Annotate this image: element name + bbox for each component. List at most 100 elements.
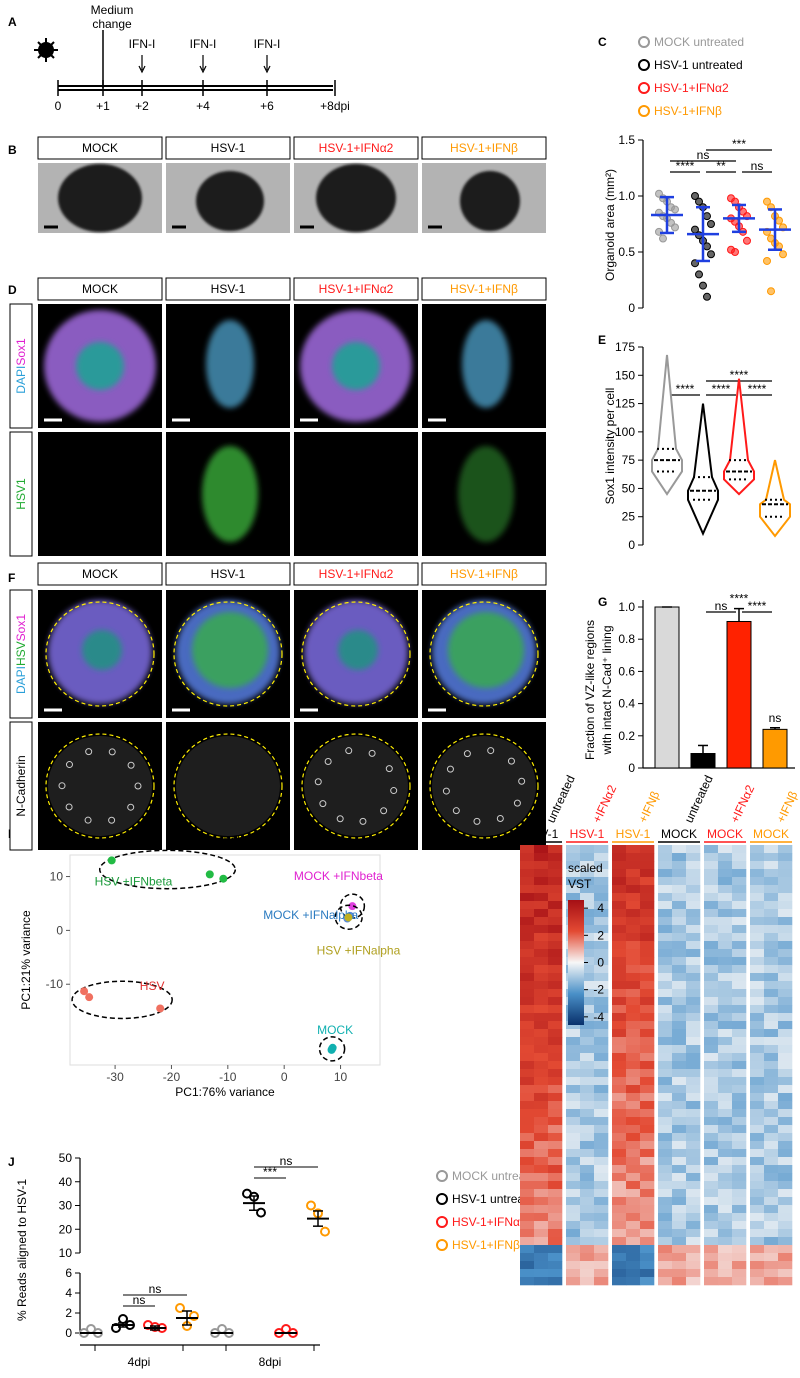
heatmap-cell bbox=[594, 845, 609, 854]
heatmap-cell bbox=[534, 1085, 549, 1094]
heatmap-cell bbox=[764, 901, 779, 910]
heatmap-cell bbox=[686, 869, 701, 878]
heatmap-cell bbox=[534, 1053, 549, 1062]
heatmap-cell bbox=[718, 1277, 733, 1286]
heatmap-cell bbox=[704, 941, 719, 950]
column-condition: +IFNβ bbox=[774, 789, 800, 825]
heatmap-cell bbox=[764, 1069, 779, 1078]
heatmap-cell bbox=[672, 1125, 687, 1134]
heatmap-cell bbox=[566, 1181, 581, 1190]
heatmap-cell bbox=[594, 877, 609, 886]
heatmap-cell bbox=[718, 925, 733, 934]
timeline-day: +4 bbox=[196, 99, 210, 113]
heatmap-cell bbox=[640, 1133, 655, 1142]
heatmap-cell bbox=[594, 1229, 609, 1238]
heatmap-cell bbox=[566, 1021, 581, 1030]
heatmap-cell bbox=[548, 861, 563, 870]
heatmap-cell bbox=[732, 1165, 747, 1174]
heatmap-cell bbox=[640, 1197, 655, 1206]
heatmap-cell bbox=[764, 1205, 779, 1214]
heatmap-cell bbox=[594, 853, 609, 862]
heatmap-cell bbox=[778, 1125, 793, 1134]
heatmap-cell bbox=[672, 1269, 687, 1278]
heatmap-cell bbox=[672, 1221, 687, 1230]
heatmap-cell bbox=[548, 1165, 563, 1174]
heatmap-cell bbox=[718, 1061, 733, 1070]
heatmap-cell bbox=[566, 1189, 581, 1198]
heatmap-cell bbox=[658, 1125, 673, 1134]
data-point bbox=[703, 292, 711, 301]
heatmap-cell bbox=[778, 1117, 793, 1126]
heatmap-cell bbox=[534, 1149, 549, 1158]
header-label: MOCK bbox=[82, 141, 118, 155]
significance-label: ns bbox=[697, 148, 710, 162]
heatmap-cell bbox=[750, 1253, 765, 1262]
heatmap-cell bbox=[640, 1005, 655, 1014]
heatmap-cell bbox=[732, 1173, 747, 1182]
heatmap-cell bbox=[534, 1045, 549, 1054]
heatmap-cell bbox=[686, 1213, 701, 1222]
heatmap-cell bbox=[534, 1021, 549, 1030]
header-label: HSV-1+IFNβ bbox=[450, 141, 518, 155]
heatmap-cell bbox=[686, 1269, 701, 1278]
heatmap-cell bbox=[534, 973, 549, 982]
heatmap-cell bbox=[732, 861, 747, 870]
heatmap-cell bbox=[704, 1053, 719, 1062]
heatmap-cell bbox=[520, 1181, 535, 1190]
heatmap-cell bbox=[594, 1101, 609, 1110]
heatmap-cell bbox=[672, 989, 687, 998]
y-tick-label: 75 bbox=[622, 453, 636, 467]
heatmap-cell bbox=[778, 1277, 793, 1286]
heatmap-cell bbox=[732, 845, 747, 854]
heatmap-cell bbox=[520, 893, 535, 902]
heatmap-cell bbox=[704, 1269, 719, 1278]
heatmap-cell bbox=[566, 1029, 581, 1038]
heatmap-cell bbox=[534, 1277, 549, 1286]
legend-marker bbox=[638, 36, 650, 48]
heatmap-cell bbox=[548, 1205, 563, 1214]
heatmap-cell bbox=[534, 1037, 549, 1046]
header-box bbox=[293, 277, 419, 301]
heatmap-cell bbox=[704, 1165, 719, 1174]
heatmap-cell bbox=[658, 1101, 673, 1110]
heatmap-cell bbox=[764, 1181, 779, 1190]
heatmap-cell bbox=[548, 1229, 563, 1238]
heatmap-cell bbox=[580, 1237, 595, 1246]
heatmap-cell bbox=[672, 901, 687, 910]
heatmap-cell bbox=[778, 965, 793, 974]
heatmap-cell bbox=[658, 845, 673, 854]
heatmap-cell bbox=[640, 901, 655, 910]
heatmap-cell bbox=[658, 965, 673, 974]
heatmap-cell bbox=[612, 1205, 627, 1214]
outline bbox=[429, 733, 539, 839]
heatmap-cell bbox=[534, 1013, 549, 1022]
heatmap-cell bbox=[658, 989, 673, 998]
y-tick-label: 10 bbox=[50, 870, 64, 884]
heatmap-cell bbox=[534, 1061, 549, 1070]
heatmap-cell bbox=[580, 1229, 595, 1238]
heatmap-cell bbox=[778, 1077, 793, 1086]
heatmap-cell bbox=[704, 949, 719, 958]
heatmap-cell bbox=[580, 1213, 595, 1222]
heatmap-cell bbox=[594, 1141, 609, 1150]
heatmap-cell bbox=[672, 1061, 687, 1070]
heatmap-cell bbox=[566, 877, 581, 886]
heatmap-cell bbox=[778, 853, 793, 862]
heatmap-cell bbox=[658, 1141, 673, 1150]
heatmap-cell bbox=[548, 1277, 563, 1286]
heatmap-cell bbox=[580, 933, 595, 942]
heatmap-cell bbox=[520, 981, 535, 990]
heatmap-cell bbox=[548, 1133, 563, 1142]
heatmap-cell bbox=[658, 869, 673, 878]
heatmap-cell bbox=[534, 965, 549, 974]
heatmap-cell bbox=[580, 1061, 595, 1070]
ncad-tissue bbox=[432, 736, 536, 836]
y-tick-label: 50 bbox=[59, 1151, 73, 1165]
heatmap-cell bbox=[626, 861, 641, 870]
heatmap-cell bbox=[594, 1045, 609, 1054]
heatmap-cell bbox=[626, 1197, 641, 1206]
y-tick-label: 0.8 bbox=[618, 632, 635, 646]
heatmap-cell bbox=[534, 1157, 549, 1166]
outline bbox=[429, 601, 539, 707]
heatmap-cell bbox=[778, 1269, 793, 1278]
